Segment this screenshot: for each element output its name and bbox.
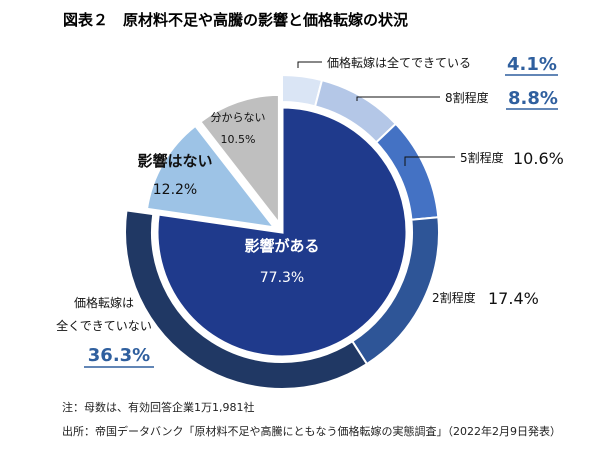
label-p80-name: 8割程度 bbox=[445, 90, 489, 105]
label-none-value: 12.2% bbox=[153, 182, 197, 198]
label-p50-name: 5割程度 bbox=[460, 150, 504, 165]
label-p20-name: 2割程度 bbox=[432, 290, 476, 305]
leader-p80 bbox=[356, 96, 440, 101]
label-all-name: 価格転嫁は全てできている bbox=[327, 55, 471, 70]
note-source: 出所：帝国データバンク「原材料不足や高騰にともなう価格転嫁の実態調査」（2022… bbox=[62, 424, 561, 438]
label-unknown-name: 分からない bbox=[211, 111, 266, 124]
label-nopass-value: 36.3% bbox=[88, 345, 150, 366]
label-nopass-name-1: 価格転嫁は bbox=[74, 295, 134, 310]
label-affected-value: 77.3% bbox=[260, 270, 304, 286]
label-all-value: 4.1% bbox=[507, 54, 557, 75]
leader-lines bbox=[297, 61, 455, 166]
label-affected-name: 影響がある bbox=[244, 237, 319, 255]
label-none-name: 影響はない bbox=[137, 152, 212, 170]
inner-pie bbox=[144, 92, 409, 359]
label-p80-value: 8.8% bbox=[508, 88, 558, 109]
inner-slice-2 bbox=[197, 92, 281, 229]
outer-slice-4 bbox=[124, 209, 369, 390]
inner-slice-0 bbox=[155, 105, 409, 359]
inner-slice-1 bbox=[144, 123, 279, 230]
label-p50-value: 10.6% bbox=[513, 149, 564, 168]
chart-title: 図表２ 原材料不足や高騰の影響と価格転嫁の状況 bbox=[63, 11, 408, 29]
outer-ring bbox=[124, 73, 440, 390]
leader-p50 bbox=[404, 156, 455, 166]
label-p20-value: 17.4% bbox=[488, 289, 539, 308]
label-nopass-name-2: 全くできていない bbox=[56, 318, 152, 333]
leader-all bbox=[297, 61, 322, 68]
note-base: 注：母数は、有効回答企業1万1,981社 bbox=[62, 400, 255, 414]
label-unknown-value: 10.5% bbox=[221, 133, 256, 146]
